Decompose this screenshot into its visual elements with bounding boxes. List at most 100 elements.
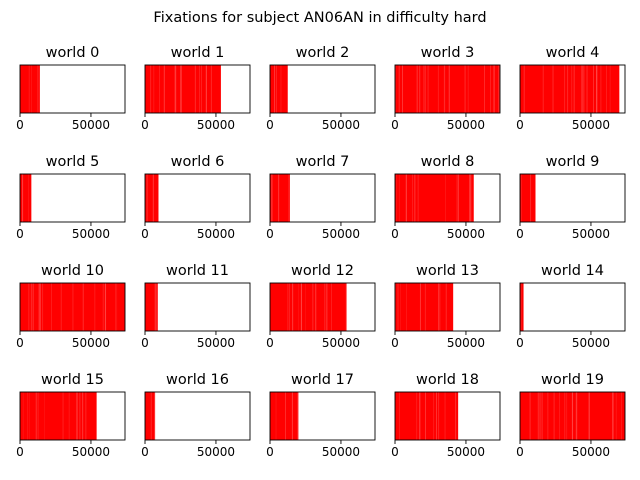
fixation-streak: [498, 65, 500, 113]
fixation-streak: [436, 392, 437, 440]
fixation-streak: [573, 65, 575, 113]
fixation-streak: [37, 392, 39, 440]
subplot-title: world 12: [291, 263, 354, 279]
axes-frame: [394, 391, 501, 441]
subplot-title: world 4: [546, 45, 600, 61]
axes-frame: [144, 391, 251, 441]
fixation-streak: [32, 283, 34, 331]
subplot-title: world 7: [296, 154, 350, 170]
x-tick-label: 50000: [322, 336, 360, 350]
subplot-world-19: world 19 0 50000: [516, 372, 626, 459]
x-tick-label: 0: [391, 336, 399, 350]
x-tick-label: 0: [266, 227, 274, 241]
x-tick-label: 50000: [447, 336, 485, 350]
fixation-streak: [612, 392, 614, 440]
fixation-bar: [145, 283, 158, 331]
x-tick-label: 0: [141, 336, 149, 350]
subplot-title: world 10: [41, 263, 104, 279]
fixation-streak: [493, 65, 495, 113]
subplot-title: world 1: [171, 45, 225, 61]
fixation-streak: [174, 65, 176, 113]
subplot-title: world 8: [421, 154, 475, 170]
fixation-streak: [274, 65, 276, 113]
subplot-world-3: world 3 0 50000: [391, 45, 501, 132]
fixation-bar: [20, 283, 125, 331]
x-tick-label: 0: [266, 336, 274, 350]
axes-frame: [394, 64, 501, 114]
x-tick-label: 50000: [72, 336, 110, 350]
fixation-streak: [552, 65, 554, 113]
fixation-streak: [82, 283, 84, 331]
fixation-streak: [28, 65, 30, 113]
x-tick-label: 0: [16, 118, 24, 132]
fixation-streak: [94, 283, 96, 331]
figure-title: Fixations for subject AN06AN in difficul…: [153, 10, 486, 26]
fixation-streak: [427, 65, 429, 113]
fixation-streak: [457, 174, 459, 222]
fixation-streak: [79, 392, 81, 440]
fixation-streak: [523, 65, 525, 113]
x-tick-label: 50000: [322, 227, 360, 241]
subplot-world-2: world 2 0 50000: [266, 45, 376, 132]
fixation-streak: [423, 65, 424, 113]
subplot-title: world 18: [416, 372, 479, 388]
subplot-title: world 0: [46, 45, 100, 61]
fixation-streak: [146, 174, 148, 222]
subplot-world-8: world 8 0 50000: [391, 154, 501, 241]
fixation-bar: [20, 392, 97, 440]
subplot-title: world 6: [171, 154, 225, 170]
x-tick-label: 50000: [572, 118, 610, 132]
subplot-world-6: world 6 0 50000: [141, 154, 251, 241]
fixation-bar: [145, 65, 221, 113]
axes-frame: [144, 173, 251, 223]
fixation-streak: [395, 65, 397, 113]
axes-frame: [19, 282, 126, 332]
fixation-streak: [278, 174, 280, 222]
subplot-world-10: world 10 0 50000: [16, 263, 126, 350]
fixation-streak: [324, 283, 326, 331]
x-tick-label: 0: [516, 227, 524, 241]
fixation-streak: [586, 65, 588, 113]
subplot-title: world 9: [546, 154, 600, 170]
fixation-streak: [331, 283, 332, 331]
fixation-streak: [276, 65, 277, 113]
x-tick-label: 50000: [572, 336, 610, 350]
fixation-streak: [416, 392, 418, 440]
fixation-streak: [439, 283, 441, 331]
fixation-streak: [419, 392, 421, 440]
axes-frame: [19, 64, 126, 114]
x-tick-label: 0: [141, 445, 149, 459]
subplot-world-16: world 16 0 50000: [141, 372, 251, 459]
fixation-streak: [288, 174, 289, 222]
fixation-streak: [416, 65, 418, 113]
x-tick-label: 50000: [447, 227, 485, 241]
fixation-streak: [22, 174, 24, 222]
fixation-streak: [567, 65, 569, 113]
x-tick-label: 50000: [322, 445, 360, 459]
axes-frame: [519, 173, 626, 223]
fixation-streak: [437, 65, 439, 113]
axes-frame: [144, 64, 251, 114]
fixation-streak: [37, 65, 39, 113]
fixation-streak: [42, 283, 44, 331]
subplot-title: world 14: [541, 263, 604, 279]
axes-frame: [269, 173, 376, 223]
fixation-bar: [395, 174, 474, 222]
fixation-bar: [395, 283, 454, 331]
subplot-world-1: world 1 0 50000: [141, 45, 251, 132]
fixation-streak: [414, 174, 416, 222]
fixation-streak: [588, 392, 590, 440]
fixation-streak: [115, 283, 116, 331]
subplot-world-5: world 5 0 50000: [16, 154, 126, 241]
x-tick-label: 0: [516, 336, 524, 350]
x-tick-label: 0: [516, 118, 524, 132]
fixation-streak: [445, 174, 446, 222]
x-tick-label: 0: [516, 445, 524, 459]
fixation-streak: [529, 392, 531, 440]
fixation-streak: [596, 65, 598, 113]
fixation-streak: [72, 283, 74, 331]
fixation-streak: [490, 65, 491, 113]
fixation-streak: [553, 392, 555, 440]
fixation-streak: [28, 283, 30, 331]
